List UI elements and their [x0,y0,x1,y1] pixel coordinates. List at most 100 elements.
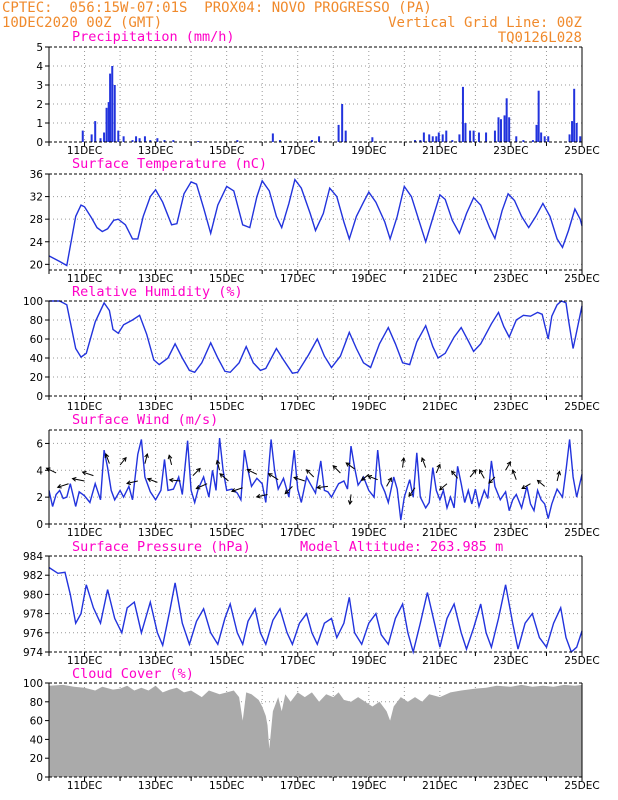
x-tick-label: 23DEC [493,145,528,157]
y-tick-label: 20 [30,259,43,271]
x-tick-label: 13DEC [138,273,173,285]
wind-arrow [345,462,355,470]
wind-arrow [401,456,406,468]
y-tick-label: 20 [30,753,43,765]
wind-title: Surface Wind (m/s) [72,412,218,428]
y-tick-label: 100 [23,678,43,690]
precip-bar [109,73,112,142]
precip-bar [469,130,472,142]
precip-bar [522,140,525,142]
wind-arrow [267,473,279,481]
precip-bar [318,136,321,142]
precip-bar [122,136,125,142]
wind-arrow [167,454,173,466]
wind-arrow [230,487,243,493]
precipitation-panel: 0 1 2 3 4 5 11DEC 13DEC 15DEC 17DEC 19DEC 21DEC 23DE… [36,29,599,157]
precip-bar [499,119,502,142]
x-tick-label: 13DEC [138,527,173,539]
y-tick-label: 40 [30,734,43,746]
precip-bar [131,140,134,142]
y-tick-label: 28 [30,214,43,226]
precip-bar [579,136,582,142]
precip-bar [547,136,550,142]
wind-arrow [104,452,110,464]
y-tick-label: 3 [36,80,43,92]
wind-arrow [71,476,85,482]
x-tick-label: 19DEC [351,527,386,539]
precip-bar [105,107,108,142]
wind-arrow [386,477,392,487]
precip-bar [271,133,274,142]
x-tick-label: 21DEC [422,780,457,792]
x-tick-label: 13DEC [138,655,173,667]
wind-arrow [305,469,315,478]
y-tick-label: 1 [36,118,43,130]
x-tick-label: 13DEC [138,401,173,413]
precip-bar [344,130,347,142]
y-tick-label: 2 [36,99,43,111]
x-tick-label: 25DEC [564,655,599,667]
wind-arrow [146,477,158,483]
x-tick-label: 23DEC [493,273,528,285]
wind-arrow [450,470,459,479]
wind-arrow [119,456,127,466]
precip-bar [472,130,475,142]
x-tick-label: 23DEC [493,780,528,792]
pressure-panel: 974 976 978 980 982 984 11DEC 13DEC 15DEC 17DEC 19… [23,539,600,667]
wind-arrow [505,460,511,471]
wind-arrow [215,459,221,471]
x-tick-label: 25DEC [564,273,599,285]
precip-bar [310,140,313,142]
y-tick-label: 32 [30,192,43,204]
wind-arrow [255,493,268,499]
y-tick-label: 20 [30,372,43,384]
precip-bar [138,138,141,142]
wind-arrow [246,468,258,475]
wind-arrow [511,469,517,480]
precip-bar [540,132,543,142]
x-tick-label: 13DEC [138,780,173,792]
precip-bar [94,121,97,142]
y-tick-label: 984 [23,551,43,563]
y-tick-label: 5 [36,42,43,54]
precip-bar [543,136,546,142]
precip-bar [441,134,444,142]
precip-bar [573,88,576,142]
wind-arrow [81,470,94,477]
y-tick-label: 0 [36,391,43,403]
precip-bar [568,134,571,142]
precip-bar [371,137,374,142]
precip-bar [337,124,340,142]
precip-bar [477,132,480,142]
precip-bar [103,132,106,142]
x-tick-label: 23DEC [493,527,528,539]
x-tick-label: 11DEC [67,145,102,157]
precip-bar [445,130,448,142]
x-tick-label: 15DEC [209,655,244,667]
y-tick-label: 40 [30,353,43,365]
wind-arrow [195,483,208,490]
precip-bar [575,123,578,142]
x-tick-label: 17DEC [280,780,315,792]
precip-bar [458,134,461,142]
y-tick-label: 80 [30,697,43,709]
x-tick-label: 21DEC [422,145,457,157]
precip-bar [197,141,200,142]
cloud-cover-title: Cloud Cover (%) [72,666,194,682]
x-tick-label: 11DEC [67,273,102,285]
wind-arrow [316,484,328,490]
precip-bar [503,115,506,142]
wind-panel: 0 2 4 6 11DEC 13DEC 15DEC 17DEC 19DEC 21DEC 23DEC 2… [36,412,599,539]
y-tick-label: 6 [36,438,43,450]
precip-bar [493,130,496,142]
y-tick-label: 978 [23,609,43,621]
y-tick-label: 982 [23,570,43,582]
precip-bar [428,134,431,142]
x-tick-label: 15DEC [209,145,244,157]
wind-arrow [438,483,448,491]
y-tick-label: 36 [30,169,44,181]
precip-bar [99,138,102,142]
x-tick-label: 19DEC [351,655,386,667]
wind-arrow [521,483,531,490]
